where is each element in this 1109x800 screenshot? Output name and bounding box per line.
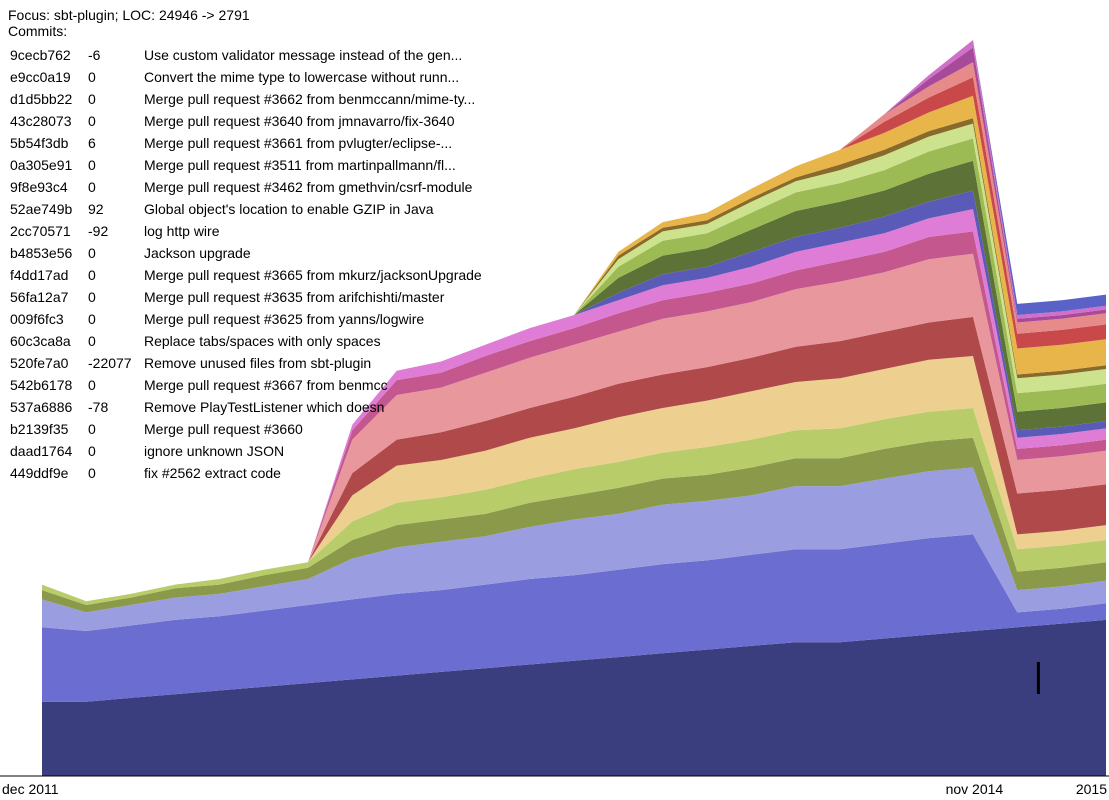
commit-delta: -6	[88, 47, 101, 63]
commit-message: Convert the mime type to lowercase witho…	[144, 69, 460, 85]
commit-hash: d1d5bb22	[10, 91, 73, 107]
commit-hash: 9cecb762	[10, 47, 71, 63]
commit-hash: 2cc70571	[10, 223, 71, 239]
area-series-1	[42, 534, 1106, 702]
commit-delta: 0	[88, 377, 96, 393]
commit-hash: 009f6fc3	[10, 311, 64, 327]
commit-message: Merge pull request #3662 from benmccann/…	[144, 91, 476, 107]
commit-hash: 537a6886	[10, 399, 73, 415]
commit-message: Merge pull request #3625 from yanns/logw…	[144, 311, 425, 327]
commit-message: Global object's location to enable GZIP …	[144, 201, 434, 217]
commit-hash: b2139f35	[10, 421, 69, 437]
commit-delta: 0	[88, 179, 96, 195]
commit-message: Replace tabs/spaces with only spaces	[144, 333, 381, 349]
commit-list: 9cecb762 -6 Use custom validator message i…	[10, 44, 570, 484]
commit-row[interactable]: b2139f35 0 Merge pull request #3660	[10, 418, 570, 440]
commit-hash: 542b6178	[10, 377, 73, 393]
commit-row[interactable]: d1d5bb22 0 Merge pull request #3662 from b…	[10, 88, 570, 110]
commit-hash: e9cc0a19	[10, 69, 71, 85]
x-axis-label: nov 2014	[945, 781, 1004, 797]
commit-hash: 5b54f3db	[10, 135, 69, 151]
commit-row[interactable]: 2cc70571 -92 log http wire	[10, 220, 570, 242]
commit-row[interactable]: 43c28073 0 Merge pull request #3640 from j…	[10, 110, 570, 132]
commit-row[interactable]: 9f8e93c4 0 Merge pull request #3462 from g…	[10, 176, 570, 198]
commit-row[interactable]: 449ddf9e 0 fix #2562 extract code	[10, 462, 570, 484]
commit-delta: 0	[88, 157, 96, 173]
area-series-4	[42, 408, 1106, 605]
commit-row[interactable]: 520fe7a0 -22077 Remove unused files from s…	[10, 352, 570, 374]
commit-hash: 449ddf9e	[10, 465, 69, 481]
commit-row[interactable]: e9cc0a19 0 Convert the mime type to lowerc…	[10, 66, 570, 88]
commit-message: Remove unused files from sbt-plugin	[144, 355, 372, 371]
area-series-7	[42, 253, 1106, 602]
commit-message: Merge pull request #3640 from jmnavarro/…	[144, 113, 455, 129]
commit-delta: 0	[88, 465, 96, 481]
area-series-0	[42, 619, 1106, 776]
commit-row[interactable]: 542b6178 0 Merge pull request #3667 from b…	[10, 374, 570, 396]
commit-delta: 0	[88, 245, 96, 261]
commit-delta: 0	[88, 113, 96, 129]
commit-row[interactable]: daad1764 0 ignore unknown JSON	[10, 440, 570, 462]
commit-hash: 56fa12a7	[10, 289, 69, 305]
commit-hash: 0a305e91	[10, 157, 73, 173]
commit-row[interactable]: 009f6fc3 0 Merge pull request #3625 from y…	[10, 308, 570, 330]
area-series-3	[42, 437, 1106, 613]
commit-message: Use custom validator message instead of …	[144, 47, 463, 63]
commit-message: Merge pull request #3511 from martinpall…	[144, 157, 456, 173]
commit-row[interactable]: 0a305e91 0 Merge pull request #3511 from m…	[10, 154, 570, 176]
commit-row[interactable]: 56fa12a7 0 Merge pull request #3635 from a…	[10, 286, 570, 308]
area-series-5	[42, 356, 1106, 602]
commit-hash: 52ae749b	[10, 201, 73, 217]
commit-message: log http wire	[144, 223, 220, 239]
commit-hash: 43c28073	[10, 113, 72, 129]
commit-message: Remove PlayTestListener which doesn	[144, 399, 385, 415]
commit-delta: 0	[88, 289, 96, 305]
commit-row[interactable]: 537a6886 -78 Remove PlayTestListener which…	[10, 396, 570, 418]
commit-message: Merge pull request #3462 from gmethvin/c…	[144, 179, 473, 195]
commit-delta: 0	[88, 91, 96, 107]
commit-hash: f4dd17ad	[10, 267, 69, 283]
commit-delta: -92	[88, 223, 109, 239]
commit-message: Merge pull request #3660	[144, 421, 303, 437]
commit-hash: b4853e56	[10, 245, 73, 261]
area-series-2	[42, 467, 1106, 631]
commit-delta: -78	[88, 399, 109, 415]
focus-marker	[1036, 662, 1040, 694]
commit-row[interactable]: f4dd17ad 0 Merge pull request #3665 from m…	[10, 264, 570, 286]
commit-row[interactable]: 9cecb762 -6 Use custom validator message i…	[10, 44, 570, 66]
commit-delta: 0	[88, 333, 96, 349]
commit-message: Merge pull request #3661 from pvlugter/e…	[144, 135, 453, 151]
commit-delta: 6	[88, 135, 96, 151]
commit-message: Merge pull request #3665 from mkurz/jack…	[144, 267, 482, 283]
commit-delta: 0	[88, 443, 96, 459]
commit-message: fix #2562 extract code	[144, 465, 281, 481]
commit-row[interactable]: b4853e56 0 Jackson upgrade	[10, 242, 570, 264]
commit-message: ignore unknown JSON	[144, 443, 285, 459]
commit-hash: 60c3ca8a	[10, 333, 71, 349]
commit-delta: 0	[88, 311, 96, 327]
x-axis-label: 2015	[1075, 781, 1107, 797]
commit-row[interactable]: 60c3ca8a 0 Replace tabs/spaces with only s…	[10, 330, 570, 352]
commit-row[interactable]: 52ae749b 92 Global object's location to en…	[10, 198, 570, 220]
commits-label: Commits:	[8, 23, 68, 39]
commit-delta: 0	[88, 267, 96, 283]
commit-message: Jackson upgrade	[144, 245, 251, 261]
x-axis-label: dec 2011	[2, 781, 59, 797]
commit-row[interactable]: 5b54f3db 6 Merge pull request #3661 from p…	[10, 132, 570, 154]
chart-area-layers	[42, 40, 1106, 776]
commit-hash: 9f8e93c4	[10, 179, 68, 195]
focus-line: Focus: sbt-plugin; LOC: 24946 -> 2791	[8, 7, 250, 23]
commit-delta: 92	[88, 201, 104, 217]
commit-delta: 0	[88, 69, 96, 85]
commit-message: Merge pull request #3635 from arifchisht…	[144, 289, 445, 305]
commit-delta: 0	[88, 421, 96, 437]
commit-hash: daad1764	[10, 443, 73, 459]
commit-message: Merge pull request #3667 from benmcc	[144, 377, 388, 393]
commit-hash: 520fe7a0	[10, 355, 69, 371]
commit-delta: -22077	[88, 355, 132, 371]
